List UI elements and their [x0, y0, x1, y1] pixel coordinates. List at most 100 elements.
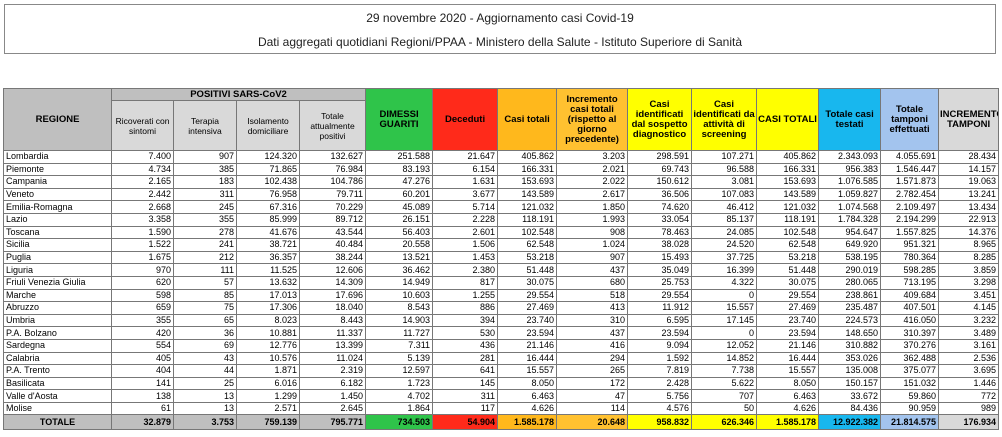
- cell: 85.999: [236, 212, 300, 227]
- cell: 2.380: [432, 263, 499, 277]
- region-name: Molise: [3, 401, 112, 416]
- column-header: Casi identificati dal sospetto diagnosti…: [627, 88, 693, 151]
- table-row: Umbria 355 65 8.023 8.443 14.903 394 23.740 310 6…: [3, 313, 1000, 328]
- table-row: Sicilia 1.522 241 38.721 40.484 20.558 1.506 62…: [3, 238, 1000, 252]
- cell: 25: [173, 376, 237, 391]
- cell: 51.448: [497, 263, 558, 277]
- region-name: Piemonte: [3, 162, 112, 177]
- cell: 375.077: [880, 364, 940, 378]
- cell: 241: [173, 238, 237, 252]
- cell: 28.434: [938, 150, 1000, 164]
- cell: 111: [173, 263, 237, 277]
- cell: 311: [432, 389, 499, 403]
- column-header: Casi totali: [497, 88, 558, 151]
- cell: 680: [556, 275, 629, 290]
- cell: 62.548: [497, 238, 558, 252]
- cell: 13.399: [298, 338, 367, 353]
- column-header: REGIONE: [3, 88, 112, 151]
- region-name: P.A. Trento: [3, 364, 112, 378]
- cell: 118.191: [756, 212, 820, 227]
- table-row: P.A. Bolzano 420 36 10.881 11.337 11.727 530 23…: [3, 326, 1000, 340]
- cell: 57: [173, 275, 237, 290]
- cell: 1.864: [365, 401, 434, 416]
- column-header: DIMESSI GUARITI: [365, 88, 434, 151]
- cell: 124.320: [236, 150, 300, 164]
- cell: 598: [111, 288, 174, 303]
- cell: 78.463: [627, 225, 693, 240]
- cell: 620: [111, 275, 174, 290]
- cell: 1.074.568: [818, 200, 882, 214]
- data-table: REGIONE POSITIVI SARS-CoV2 DIMESSI GUARITI…: [3, 88, 1000, 431]
- cell: 310.397: [880, 326, 940, 340]
- cell: 3.695: [938, 364, 1000, 378]
- cell: 8.050: [756, 376, 820, 391]
- cell: 413: [556, 301, 629, 315]
- region-name: Marche: [3, 288, 112, 303]
- cell: 21.146: [756, 338, 820, 353]
- cell: 3.358: [111, 212, 174, 227]
- cell: 956.383: [818, 162, 882, 177]
- cell: 8.023: [236, 313, 300, 328]
- cell: 1.453: [432, 250, 499, 265]
- cell: 1.076.585: [818, 175, 882, 189]
- cell: 908: [556, 225, 629, 240]
- cell: 2.228: [432, 212, 499, 227]
- cell: 67.316: [236, 200, 300, 214]
- cell: 405.862: [756, 150, 820, 164]
- column-header: Deceduti: [432, 88, 499, 151]
- region-name: Lombardia: [3, 150, 112, 164]
- region-name: Abruzzo: [3, 301, 112, 315]
- cell: 36.506: [627, 187, 693, 202]
- cell: 530: [432, 326, 499, 340]
- cell: 951.321: [880, 238, 940, 252]
- cell: 2.668: [111, 200, 174, 214]
- total-cell: 12.922.382: [818, 414, 882, 431]
- region-name: Toscana: [3, 225, 112, 240]
- cell: 4.322: [691, 275, 758, 290]
- cell: 53.218: [497, 250, 558, 265]
- cell: 245: [173, 200, 237, 214]
- cell: 47: [556, 389, 629, 403]
- cell: 96.588: [691, 162, 758, 177]
- region-name: Lazio: [3, 212, 112, 227]
- total-label: TOTALE: [3, 414, 112, 431]
- cell: 437: [556, 263, 629, 277]
- cell: 85.137: [691, 212, 758, 227]
- cell: 1.784.328: [818, 212, 882, 227]
- cell: 183: [173, 175, 237, 189]
- cell: 27.469: [497, 301, 558, 315]
- cell: 355: [173, 212, 237, 227]
- cell: 23.740: [497, 313, 558, 328]
- cell: 6.154: [432, 162, 499, 177]
- column-header: Totale casi testati: [818, 88, 882, 151]
- cell: 43.544: [298, 225, 367, 240]
- cell: 13.521: [365, 250, 434, 265]
- cell: 2.022: [556, 175, 629, 189]
- cell: 13: [173, 389, 237, 403]
- cell: 15.557: [756, 364, 820, 378]
- cell: 85: [173, 288, 237, 303]
- cell: 46.412: [691, 200, 758, 214]
- cell: 121.032: [756, 200, 820, 214]
- cell: 12.052: [691, 338, 758, 353]
- cell: 416: [556, 338, 629, 353]
- cell: 36.357: [236, 250, 300, 265]
- cell: 437: [556, 326, 629, 340]
- cell: 405.862: [497, 150, 558, 164]
- cell: 780.364: [880, 250, 940, 265]
- cell: 14.949: [365, 275, 434, 290]
- cell: 69: [173, 338, 237, 353]
- cell: 14.903: [365, 313, 434, 328]
- cell: 19.063: [938, 175, 1000, 189]
- cell: 45.089: [365, 200, 434, 214]
- cell: 11.525: [236, 263, 300, 277]
- cell: 14.157: [938, 162, 1000, 177]
- total-cell: 176.934: [938, 414, 1000, 431]
- cell: 298.591: [627, 150, 693, 164]
- cell: 23.594: [497, 326, 558, 340]
- cell: 2.442: [111, 187, 174, 202]
- cell: 1.450: [298, 389, 367, 403]
- table-row: Toscana 1.590 278 41.676 43.544 56.403 2.601 10…: [3, 225, 1000, 240]
- cell: 22.913: [938, 212, 1000, 227]
- total-cell: 795.771: [298, 414, 367, 431]
